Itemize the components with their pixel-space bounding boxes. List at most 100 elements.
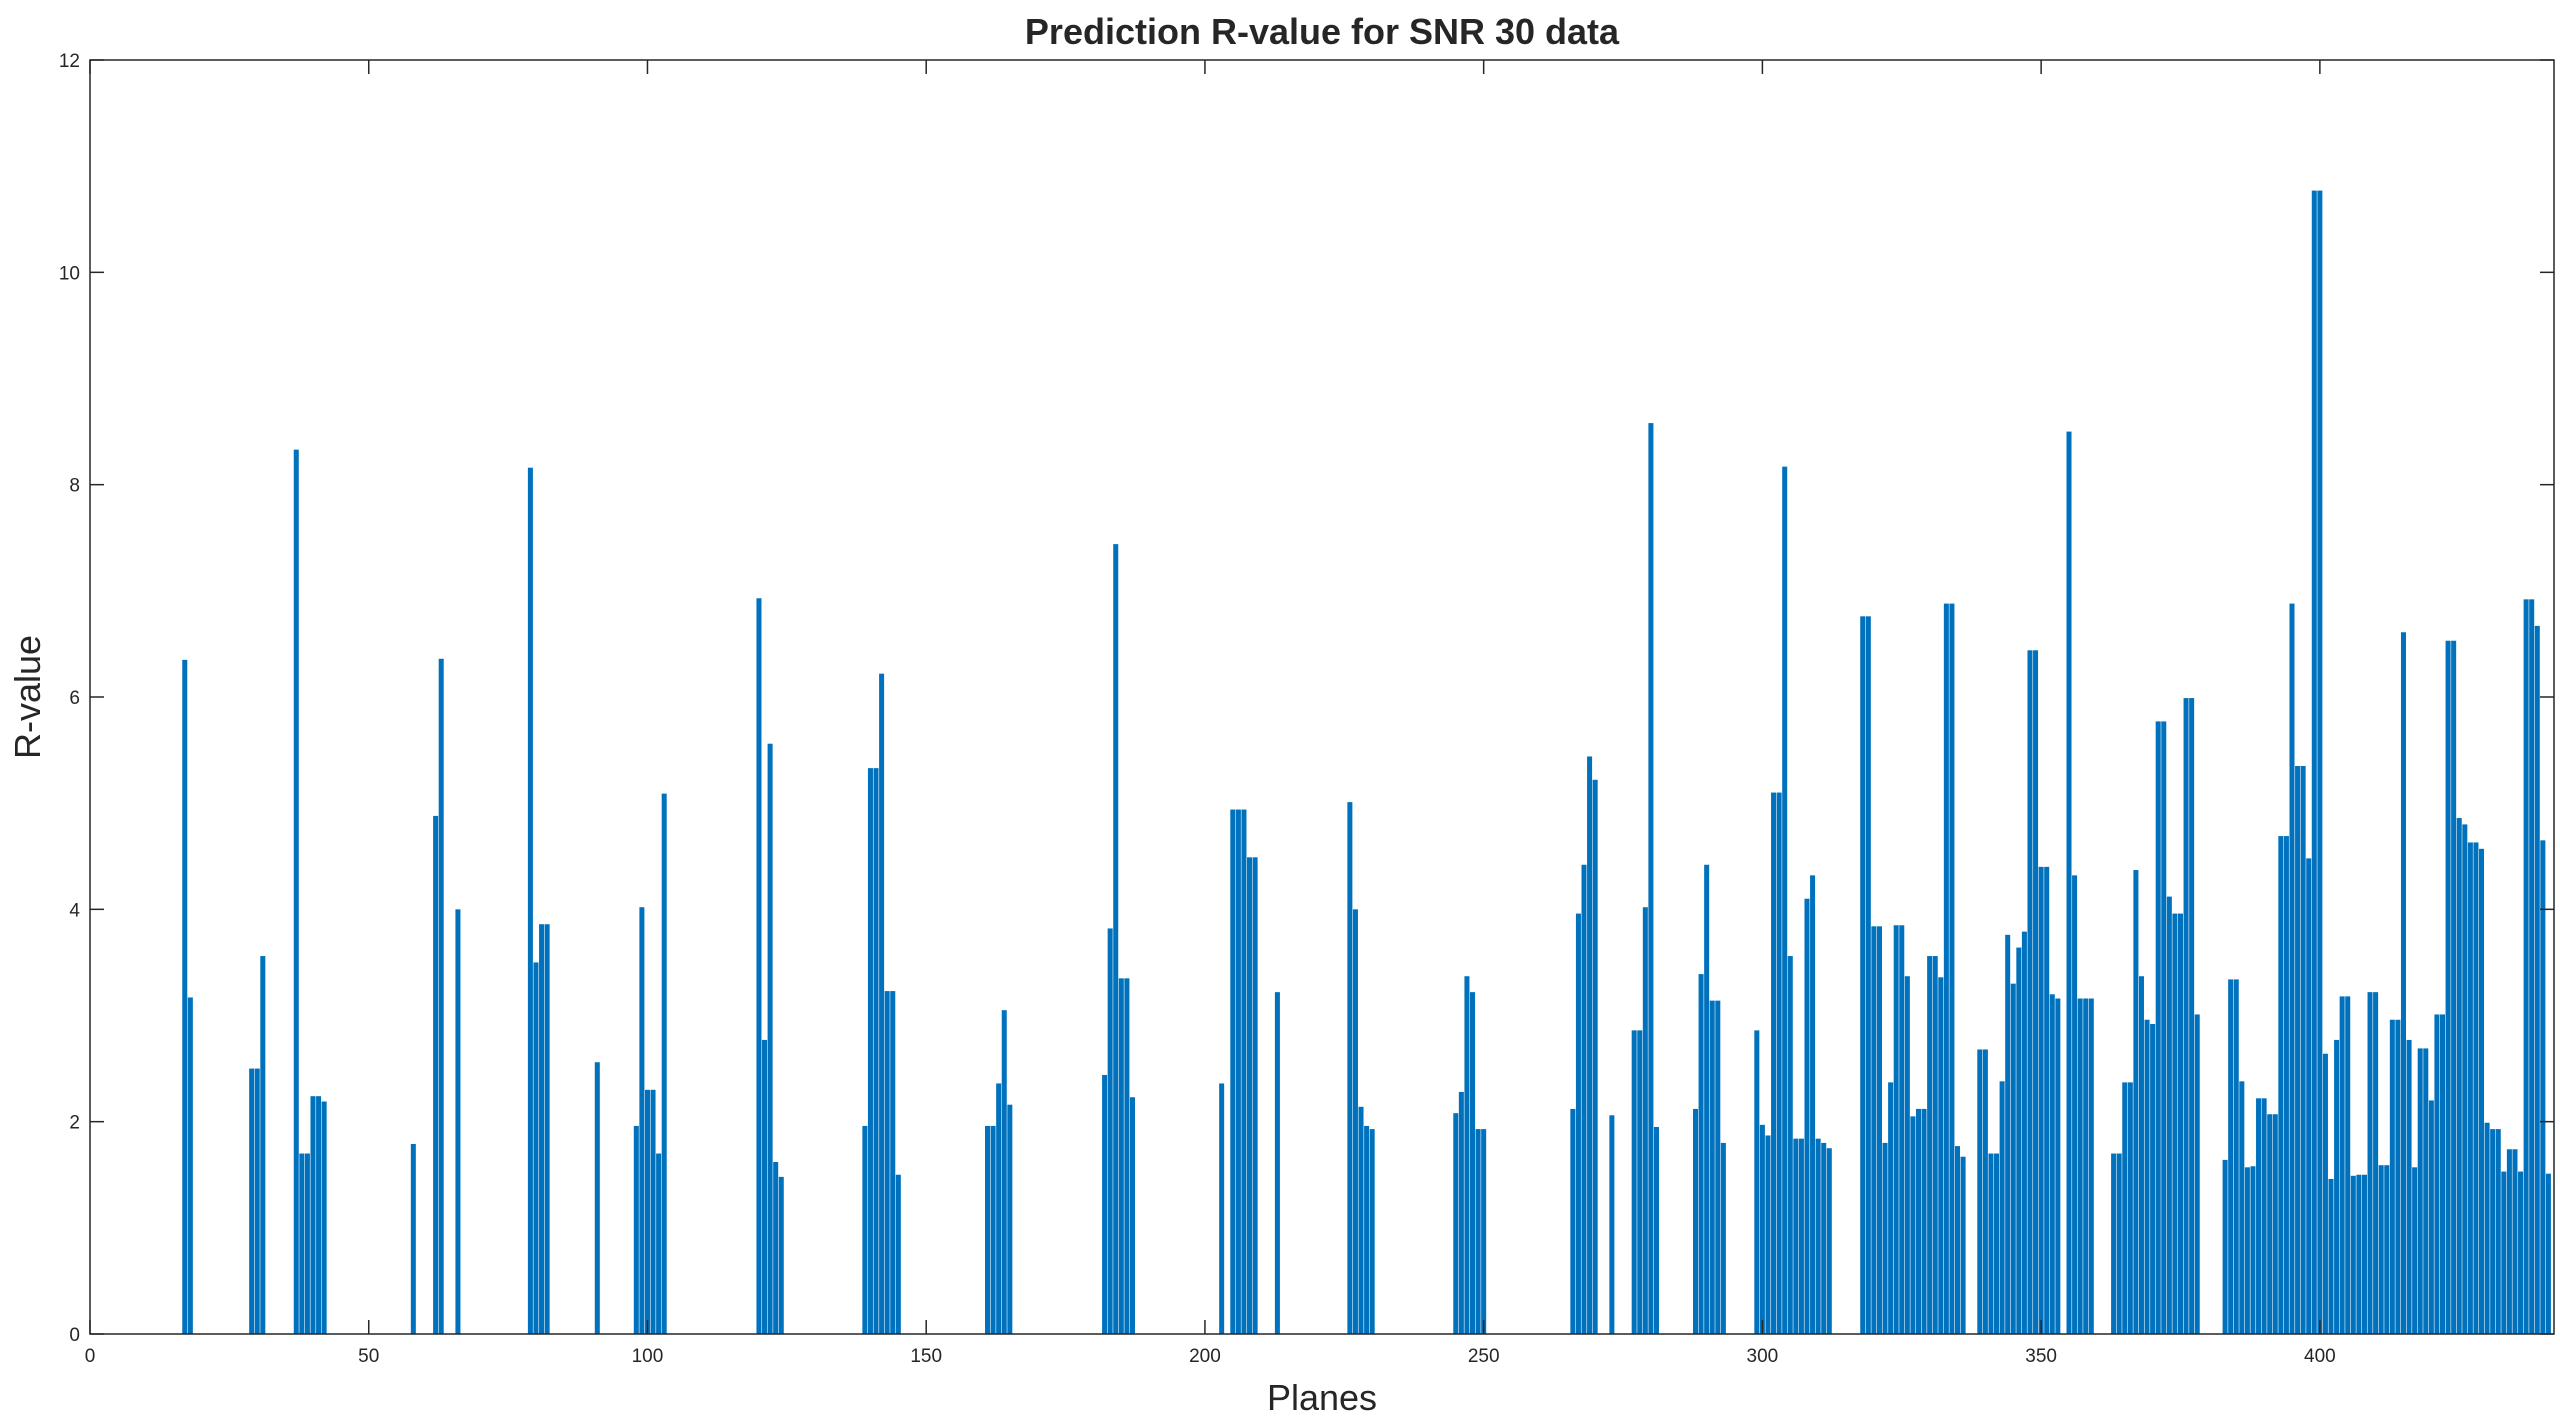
bar (533, 962, 539, 1334)
bar (1219, 1083, 1225, 1334)
bar (2350, 1175, 2356, 1334)
y-tick-label: 2 (69, 1113, 80, 1134)
x-tick-label: 0 (85, 1346, 96, 1367)
bar (762, 1039, 768, 1334)
bar (2283, 836, 2289, 1334)
bar (2389, 1019, 2395, 1334)
bar (661, 793, 667, 1334)
x-tick-label: 250 (1468, 1346, 1500, 1367)
bar (2088, 998, 2094, 1334)
bar (2506, 1149, 2512, 1334)
bar (182, 659, 188, 1334)
bar (1704, 864, 1710, 1334)
bar (1102, 1074, 1108, 1334)
bar (644, 1089, 650, 1334)
bar (2122, 1082, 2128, 1334)
bar (2005, 934, 2011, 1334)
bar (1637, 1030, 1643, 1334)
bar (1631, 1030, 1637, 1334)
bar (1230, 809, 1236, 1334)
bar (895, 1174, 901, 1334)
bar (1994, 1153, 2000, 1334)
bar (1798, 1138, 1804, 1334)
bar (1977, 1049, 1983, 1334)
bar (767, 743, 773, 1334)
bar (1876, 926, 1882, 1334)
bar (1782, 466, 1788, 1334)
bar (1910, 1116, 1916, 1334)
bar (1464, 976, 1470, 1334)
bar (1927, 956, 1933, 1334)
bar (2233, 979, 2239, 1334)
bar (2077, 998, 2083, 1334)
y-tick-label: 8 (69, 476, 80, 497)
bar (2166, 896, 2172, 1334)
bar (890, 991, 896, 1334)
bar (2334, 1039, 2340, 1334)
bar (2155, 721, 2161, 1334)
bar (1470, 992, 1476, 1334)
bar (2484, 1122, 2490, 1334)
bar (1893, 925, 1899, 1334)
bar (1899, 925, 1905, 1334)
bar (2406, 1039, 2412, 1334)
bar (773, 1162, 779, 1334)
bar (249, 1068, 255, 1334)
bar (2417, 1048, 2423, 1334)
bar (254, 1068, 260, 1334)
bar (1364, 1125, 1370, 1334)
bar (2456, 818, 2462, 1334)
bar (2356, 1174, 2362, 1334)
bar (544, 924, 550, 1334)
bar (1759, 1124, 1765, 1334)
bar (2412, 1167, 2418, 1334)
bar (260, 956, 266, 1334)
bar (2300, 766, 2306, 1334)
bar (1938, 977, 1944, 1334)
bar (2133, 870, 2139, 1334)
bar (2044, 866, 2050, 1334)
bar (1587, 756, 1593, 1334)
bar (1481, 1129, 1487, 1334)
bar (2311, 190, 2317, 1335)
bar (1113, 544, 1119, 1334)
bar (2428, 1100, 2434, 1334)
bar (1124, 978, 1130, 1334)
bar (2451, 640, 2457, 1334)
bar (410, 1143, 416, 1334)
bar (2244, 1167, 2250, 1334)
bar (1692, 1108, 1699, 1334)
bar (2523, 599, 2529, 1334)
bar (438, 658, 444, 1334)
bar (1999, 1081, 2005, 1334)
bar (2490, 1129, 2496, 1334)
bar (1982, 1049, 1988, 1334)
bar (2172, 913, 2178, 1334)
bar (1765, 1135, 1771, 1334)
bar (2395, 1019, 2401, 1334)
bar (2378, 1165, 2384, 1334)
y-tick-label: 10 (59, 263, 80, 284)
bar (2473, 842, 2479, 1334)
bar (1943, 603, 1949, 1334)
bar (1575, 913, 1581, 1334)
bar (1865, 616, 1871, 1334)
bar (867, 768, 873, 1334)
bar (1609, 1115, 1615, 1334)
bar (2434, 1014, 2440, 1334)
bar (293, 449, 299, 1334)
bar (1860, 616, 1866, 1334)
y-tick-label: 12 (59, 51, 80, 72)
bar (2222, 1159, 2228, 1334)
bar (1458, 1091, 1464, 1334)
bar (2250, 1166, 2256, 1334)
bar (1709, 1000, 1715, 1334)
bar (2317, 190, 2323, 1335)
bar (1826, 1148, 1832, 1334)
bar (2445, 640, 2451, 1334)
bar (2256, 1098, 2262, 1334)
bar (1915, 1108, 1921, 1334)
bar (1904, 976, 1910, 1334)
bar (2072, 875, 2078, 1334)
bar (1453, 1113, 1459, 1334)
